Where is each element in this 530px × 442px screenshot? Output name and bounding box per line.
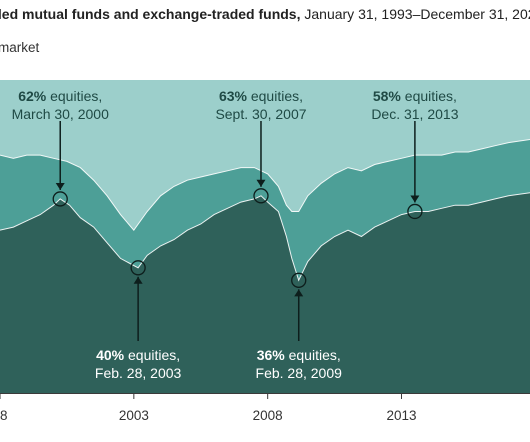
annotation-label-line1: 58% equities, <box>373 88 457 104</box>
equities-band <box>0 192 530 393</box>
annotation-arrowhead <box>55 182 65 190</box>
annotation-marker <box>52 191 68 207</box>
annotation-percent: 40% <box>96 347 125 363</box>
legend-fragment: market <box>0 40 40 55</box>
x-tick-label: 2008 <box>253 408 283 423</box>
annotation-percent: 58% <box>373 88 402 104</box>
annotation-word: equities, <box>285 347 341 363</box>
chart-title: iled mutual funds and exchange-traded fu… <box>0 6 530 22</box>
annotation-word: equities, <box>124 347 180 363</box>
chart-title-rest: January 31, 1993–December 31, 2023 <box>300 6 530 22</box>
annotation-date: Sept. 30, 2007 <box>215 106 306 122</box>
annotation-label-line1: 62% equities, <box>18 88 102 104</box>
annotation-percent: 36% <box>257 347 286 363</box>
annotation-word: equities, <box>247 88 303 104</box>
annotation-arrowhead <box>256 179 266 187</box>
annotation-percent: 62% <box>18 88 47 104</box>
annotation-date: March 30, 2000 <box>12 106 109 122</box>
annotation-marker <box>407 203 423 220</box>
annotation-date: Feb. 28, 2003 <box>95 365 182 381</box>
annotation-label-line1: 63% equities, <box>219 88 303 104</box>
annotation-word: equities, <box>401 88 457 104</box>
top-boundary-line <box>0 139 530 232</box>
annotation-marker <box>291 272 307 288</box>
x-tick-label: 2013 <box>386 408 416 423</box>
annotation-arrowhead <box>133 276 143 284</box>
annotation-date: Feb. 28, 2009 <box>256 365 343 381</box>
equities-boundary-line <box>0 192 530 282</box>
annotation-marker <box>253 188 269 204</box>
annotation-arrowhead <box>410 195 420 203</box>
annotation-arrowhead <box>294 289 304 297</box>
annotation-date: Dec. 31, 2013 <box>371 106 458 122</box>
annotation-label-line1: 36% equities, <box>257 347 341 363</box>
chart-title-bold: iled mutual funds and exchange-traded fu… <box>0 6 301 22</box>
annotation-marker <box>130 260 146 276</box>
x-tick-label: 98 <box>0 408 8 423</box>
annotation-percent: 63% <box>219 88 248 104</box>
annotation-word: equities, <box>46 88 102 104</box>
x-tick-label: 2003 <box>119 408 149 423</box>
annotation-label-line1: 40% equities, <box>96 347 180 363</box>
